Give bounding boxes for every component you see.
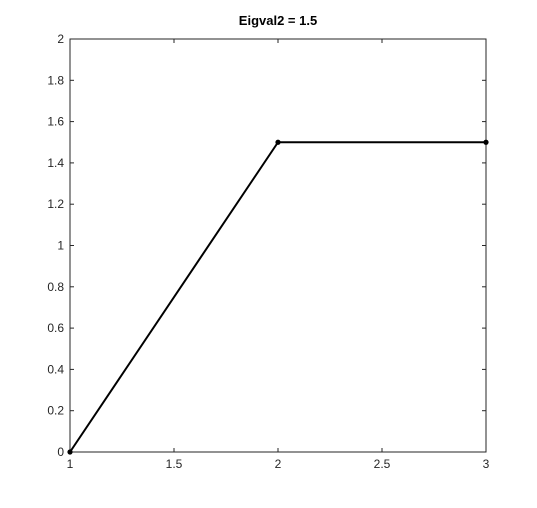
x-tick-label: 2.5 [374, 457, 391, 471]
y-tick-label: 1.6 [47, 115, 64, 129]
y-tick-label: 1 [57, 239, 64, 253]
y-axis: 0 0.2 0.4 0.6 0.8 1 1.2 1.4 1.6 1.8 2 [47, 32, 486, 459]
y-tick-label: 1.8 [47, 73, 64, 87]
data-point [275, 139, 281, 145]
chart-title: Eigval2 = 1.5 [239, 13, 317, 28]
y-tick-label: 0.8 [47, 280, 64, 294]
x-axis: 1 1.5 2 2.5 3 [67, 39, 490, 471]
y-tick-label: 1.4 [47, 156, 64, 170]
series-layer [67, 139, 489, 455]
data-point [483, 139, 489, 145]
plot-area [69, 38, 487, 453]
y-tick-label: 0 [57, 445, 64, 459]
y-tick-label: 0.4 [47, 362, 64, 376]
y-tick-label: 0.6 [47, 321, 64, 335]
x-tick-label: 1 [67, 457, 74, 471]
y-tick-label: 1.2 [47, 197, 64, 211]
y-tick-label: 2 [57, 32, 64, 46]
x-tick-label: 3 [483, 457, 490, 471]
x-tick-label: 2 [275, 457, 282, 471]
x-tick-label: 1.5 [166, 457, 183, 471]
data-point [67, 449, 73, 455]
y-tick-label: 0.2 [47, 404, 64, 418]
